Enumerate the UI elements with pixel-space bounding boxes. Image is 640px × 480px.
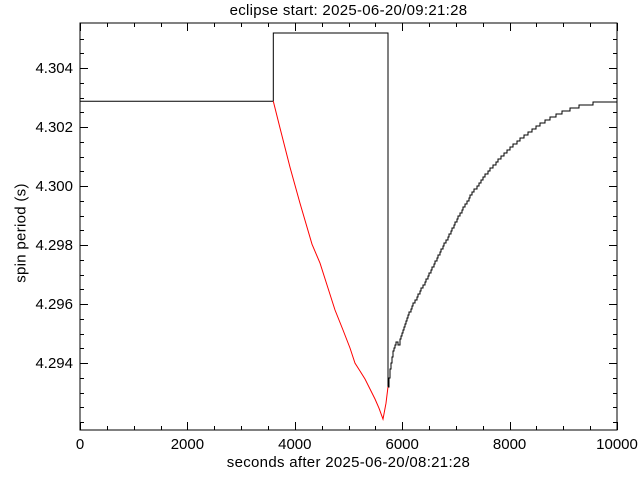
series-eclipse-spin-down <box>272 101 389 421</box>
series-eclipse-window-marker <box>272 32 389 387</box>
axis-ticks <box>80 23 618 430</box>
y-tick-label: 4.302 <box>35 119 73 136</box>
y-tick-label: 4.304 <box>35 60 73 77</box>
x-tick-label: 6000 <box>386 436 419 453</box>
y-tick-label: 4.294 <box>35 355 73 372</box>
x-tick-label: 2000 <box>171 436 204 453</box>
y-tick-label: 4.298 <box>35 237 73 254</box>
plot-frame <box>79 22 618 431</box>
x-axis-label: seconds after 2025-06-20/08:21:28 <box>226 454 471 471</box>
chart-title: eclipse start: 2025-06-20/09:21:28 <box>229 2 468 19</box>
y-axis-label: spin period (s) <box>12 183 30 283</box>
y-tick-label: 4.300 <box>35 178 73 195</box>
x-tick-label: 8000 <box>493 436 526 453</box>
y-tick-label: 4.296 <box>35 296 73 313</box>
x-tick-label: 4000 <box>278 436 311 453</box>
x-tick-label: 10000 <box>596 436 638 453</box>
x-tick-label: 0 <box>76 436 84 453</box>
series-post-eclipse-recovery <box>388 101 617 388</box>
tick-labels: 0 2000 4000 6000 8000 10000 4.294 4.296 4.298 4.3… <box>35 60 637 453</box>
